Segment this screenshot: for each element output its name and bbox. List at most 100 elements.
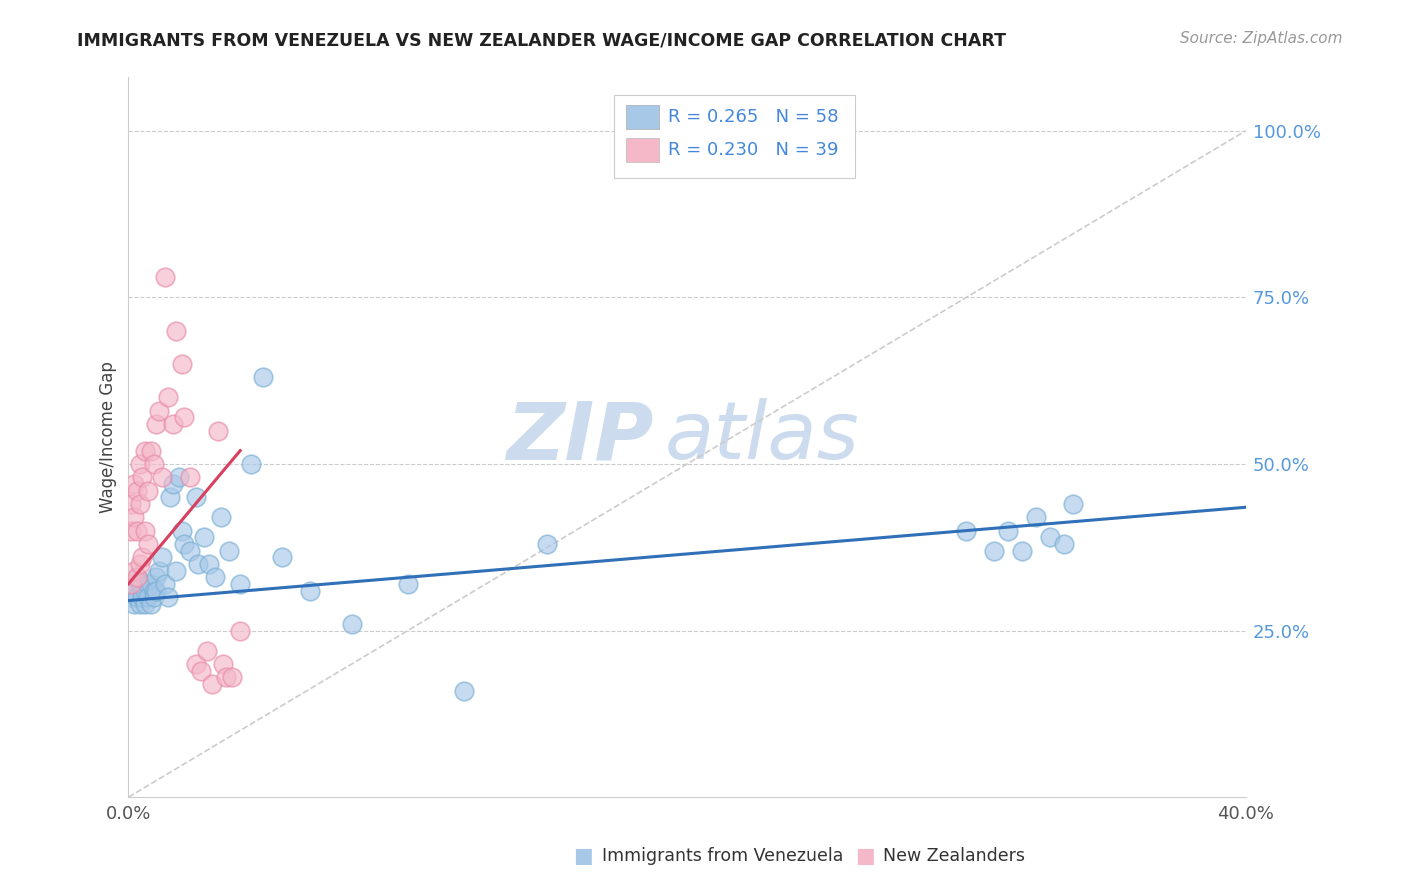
Point	[128, 557, 150, 571]
Point	[201, 677, 224, 691]
Point	[229, 624, 252, 638]
Point	[122, 510, 145, 524]
Point	[139, 597, 162, 611]
Point	[193, 530, 215, 544]
Point	[136, 591, 159, 605]
Point	[173, 410, 195, 425]
Point	[153, 270, 176, 285]
FancyBboxPatch shape	[614, 95, 855, 178]
Point	[128, 597, 150, 611]
Point	[221, 670, 243, 684]
Point	[170, 357, 193, 371]
Point	[150, 470, 173, 484]
Point	[134, 524, 156, 538]
Point	[218, 543, 240, 558]
Point	[131, 591, 153, 605]
Point	[195, 643, 218, 657]
Point	[148, 564, 170, 578]
Point	[142, 583, 165, 598]
Point	[142, 591, 165, 605]
Point	[1025, 510, 1047, 524]
Point	[162, 477, 184, 491]
Point	[142, 457, 165, 471]
Point	[170, 524, 193, 538]
Text: IMMIGRANTS FROM VENEZUELA VS NEW ZEALANDER WAGE/INCOME GAP CORRELATION CHART: IMMIGRANTS FROM VENEZUELA VS NEW ZEALAND…	[77, 31, 1007, 49]
Point	[120, 577, 142, 591]
FancyBboxPatch shape	[626, 138, 659, 162]
Point	[240, 457, 263, 471]
Point	[131, 583, 153, 598]
Point	[122, 577, 145, 591]
Point	[131, 550, 153, 565]
Point	[184, 657, 207, 671]
Text: Immigrants from Venezuela: Immigrants from Venezuela	[602, 847, 844, 865]
Point	[134, 597, 156, 611]
Point	[271, 550, 294, 565]
Point	[128, 457, 150, 471]
Text: ■: ■	[855, 847, 875, 866]
Point	[153, 577, 176, 591]
Point	[212, 657, 235, 671]
Point	[122, 477, 145, 491]
Point	[120, 524, 142, 538]
Point	[156, 390, 179, 404]
Point	[134, 583, 156, 598]
Y-axis label: Wage/Income Gap: Wage/Income Gap	[100, 361, 117, 513]
Point	[983, 543, 1005, 558]
Point	[536, 537, 558, 551]
Text: atlas: atlas	[665, 399, 859, 476]
Point	[955, 524, 977, 538]
Point	[125, 570, 148, 584]
Point	[209, 510, 232, 524]
Point	[165, 324, 187, 338]
Point	[131, 470, 153, 484]
Text: R = 0.230   N = 39: R = 0.230 N = 39	[668, 141, 838, 159]
Point	[122, 564, 145, 578]
Point	[179, 470, 201, 484]
Point	[136, 483, 159, 498]
Point	[122, 597, 145, 611]
Point	[252, 370, 274, 384]
Point	[125, 483, 148, 498]
Point	[190, 664, 212, 678]
Point	[184, 490, 207, 504]
Point	[125, 591, 148, 605]
Text: Source: ZipAtlas.com: Source: ZipAtlas.com	[1180, 31, 1343, 46]
Point	[198, 557, 221, 571]
Point	[120, 591, 142, 605]
Point	[131, 577, 153, 591]
Point	[159, 490, 181, 504]
Point	[120, 583, 142, 598]
Point	[125, 591, 148, 605]
Point	[187, 557, 209, 571]
Point	[120, 497, 142, 511]
Point	[145, 417, 167, 431]
Point	[139, 577, 162, 591]
Point	[150, 550, 173, 565]
Point	[1053, 537, 1076, 551]
Point	[1011, 543, 1033, 558]
Point	[179, 543, 201, 558]
Point	[122, 583, 145, 598]
Point	[156, 591, 179, 605]
Point	[128, 577, 150, 591]
Point	[145, 583, 167, 598]
Text: ZIP: ZIP	[506, 399, 654, 476]
Text: New Zealanders: New Zealanders	[883, 847, 1025, 865]
Point	[173, 537, 195, 551]
Point	[204, 570, 226, 584]
Point	[299, 583, 322, 598]
Point	[145, 570, 167, 584]
Point	[136, 577, 159, 591]
Text: ■: ■	[574, 847, 593, 866]
Point	[162, 417, 184, 431]
Point	[125, 524, 148, 538]
Point	[167, 470, 190, 484]
Point	[215, 670, 238, 684]
Point	[229, 577, 252, 591]
Point	[997, 524, 1019, 538]
Point	[1062, 497, 1084, 511]
Text: R = 0.265   N = 58: R = 0.265 N = 58	[668, 108, 838, 126]
Point	[396, 577, 419, 591]
Point	[165, 564, 187, 578]
